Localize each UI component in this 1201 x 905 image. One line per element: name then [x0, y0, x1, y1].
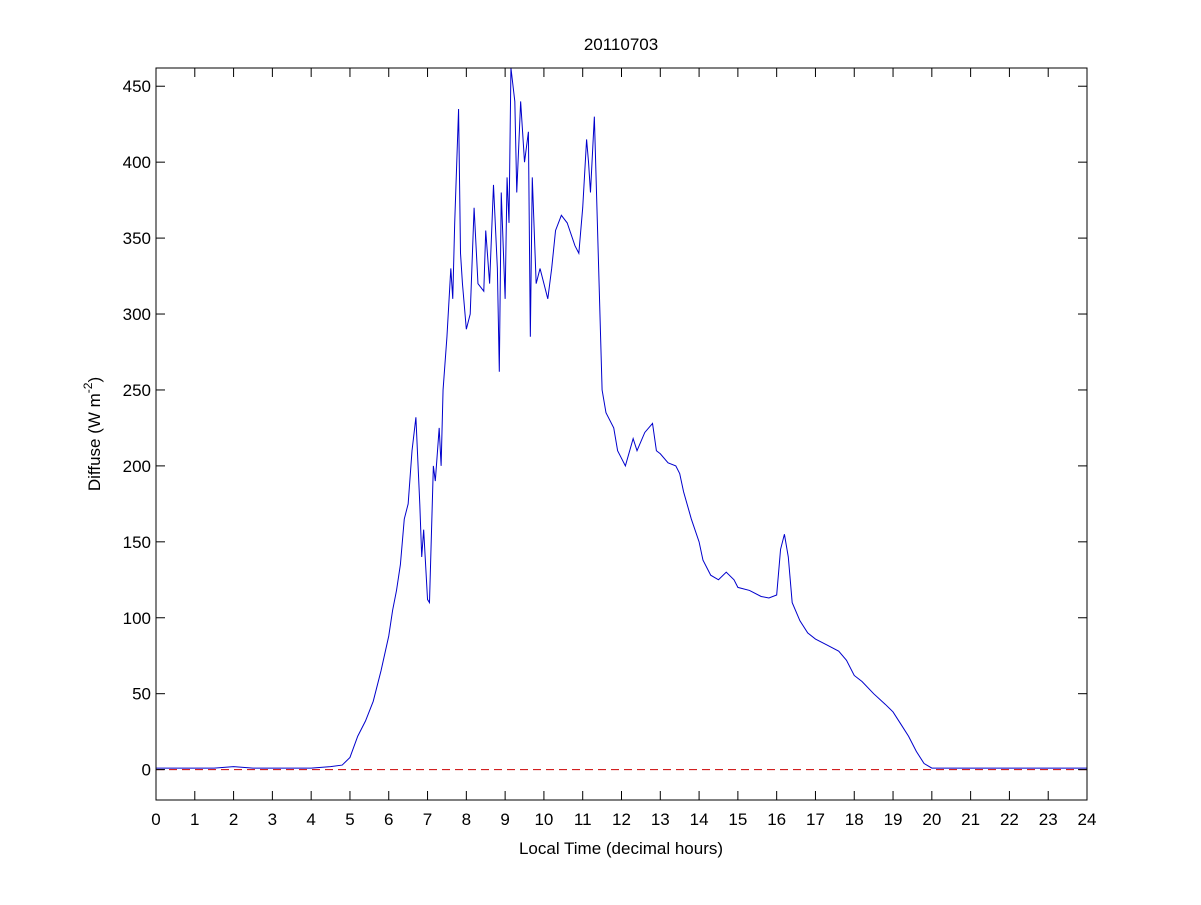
x-tick-label: 18	[845, 810, 864, 829]
chart-title: 20110703	[584, 35, 658, 54]
x-tick-label: 2	[229, 810, 238, 829]
y-label-suffix: )	[85, 377, 104, 383]
x-tick-label: 3	[268, 810, 277, 829]
x-tick-label: 12	[612, 810, 631, 829]
x-tick-label: 1	[190, 810, 199, 829]
x-tick-label: 24	[1078, 810, 1097, 829]
y-tick-label: 150	[123, 533, 151, 552]
x-tick-label: 19	[884, 810, 903, 829]
x-tick-label: 11	[574, 810, 592, 829]
x-tick-label: 4	[306, 810, 315, 829]
y-tick-label: 400	[123, 153, 151, 172]
y-tick-label: 450	[123, 77, 151, 96]
x-tick-label: 17	[806, 810, 825, 829]
y-tick-label: 250	[123, 381, 151, 400]
y-tick-label: 50	[132, 685, 151, 704]
x-tick-label: 6	[384, 810, 393, 829]
data-line	[156, 67, 1087, 769]
x-tick-label: 14	[690, 810, 709, 829]
y-label-superscript: -2	[81, 382, 95, 393]
x-tick-label: 13	[651, 810, 670, 829]
x-tick-label: 7	[423, 810, 432, 829]
y-axis-label: Diffuse (W m-2)	[81, 377, 104, 491]
y-tick-label: 0	[142, 761, 151, 780]
y-tick-label: 100	[123, 609, 151, 628]
y-label-text: Diffuse (W m	[85, 393, 104, 491]
x-tick-label: 20	[922, 810, 941, 829]
x-tick-label: 5	[345, 810, 354, 829]
x-tick-label: 23	[1039, 810, 1058, 829]
x-tick-label: 9	[500, 810, 509, 829]
x-tick-label: 22	[1000, 810, 1019, 829]
x-tick-label: 10	[534, 810, 553, 829]
x-tick-label: 16	[767, 810, 786, 829]
x-tick-label: 21	[961, 810, 980, 829]
x-tick-label: 15	[728, 810, 747, 829]
y-tick-label: 300	[123, 305, 151, 324]
x-tick-label: 0	[151, 810, 160, 829]
y-tick-label: 350	[123, 229, 151, 248]
x-tick-label: 8	[462, 810, 471, 829]
x-axis-label: Local Time (decimal hours)	[519, 839, 723, 858]
y-tick-label: 200	[123, 457, 151, 476]
